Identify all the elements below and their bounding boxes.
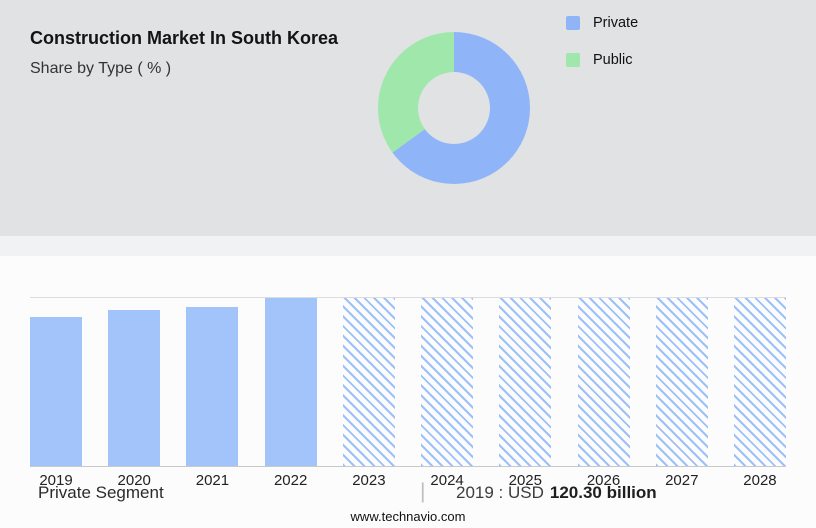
chart-footer: Private Segment | 2019 : USD 120.30 billi… xyxy=(0,480,816,507)
legend-item: Public xyxy=(566,52,638,68)
x-axis-labels: 2019 2020 2021 2022 2023 2024 2025 2026 2027 2028 xyxy=(30,472,786,489)
footer-separator: | xyxy=(420,480,426,503)
x-axis-label: 2026 xyxy=(586,472,621,489)
forecast-bar xyxy=(342,298,395,466)
x-axis-label: 2028 xyxy=(743,472,777,489)
history-bar xyxy=(108,310,161,466)
title-block: Construction Market In South Korea Share… xyxy=(30,26,350,78)
bar-plot xyxy=(30,297,786,467)
x-axis-label: 2024 xyxy=(430,472,464,489)
x-axis-label: 2022 xyxy=(273,472,308,489)
header-panel: Construction Market In South Korea Share… xyxy=(0,0,816,236)
donut-chart xyxy=(378,32,530,184)
forecast-bar xyxy=(499,298,552,466)
x-axis-label: 2025 xyxy=(508,472,542,489)
legend-swatch xyxy=(566,53,580,67)
x-axis-label: 2021 xyxy=(195,472,230,489)
forecast-bar xyxy=(577,298,630,466)
stat-annotation: 2019 : USD 120.30 billion xyxy=(456,483,657,503)
bar-chart-panel: 2019 2020 2021 2022 2023 2024 2025 2026 2027 2028… xyxy=(0,256,816,528)
history-bar xyxy=(186,306,239,466)
history-bar xyxy=(30,317,82,466)
stat-prefix: 2019 : USD xyxy=(456,483,544,502)
legend-label: Public xyxy=(593,52,633,68)
history-bar xyxy=(264,298,317,466)
forecast-bar xyxy=(733,298,786,466)
x-axis-label: 2027 xyxy=(665,472,699,489)
x-axis-label: 2020 xyxy=(117,472,151,489)
legend-label: Private xyxy=(593,15,639,31)
x-axis-label: 2019 xyxy=(39,472,73,489)
legend-swatch xyxy=(566,16,580,30)
segment-label: Private Segment xyxy=(38,483,164,502)
legend: Private Public xyxy=(566,15,638,89)
chart-subtitle: Share by Type ( % ) xyxy=(30,60,172,78)
page-title: Construction Market In South Korea xyxy=(30,28,339,48)
website-url: www.technavio.com xyxy=(350,509,466,524)
x-axis-label: 2023 xyxy=(352,472,386,489)
donut-hole xyxy=(418,72,490,144)
forecast-bar xyxy=(655,298,708,466)
forecast-bar xyxy=(421,298,474,466)
legend-item: Private xyxy=(566,15,638,31)
stat-value: 120.30 billion xyxy=(549,483,657,502)
